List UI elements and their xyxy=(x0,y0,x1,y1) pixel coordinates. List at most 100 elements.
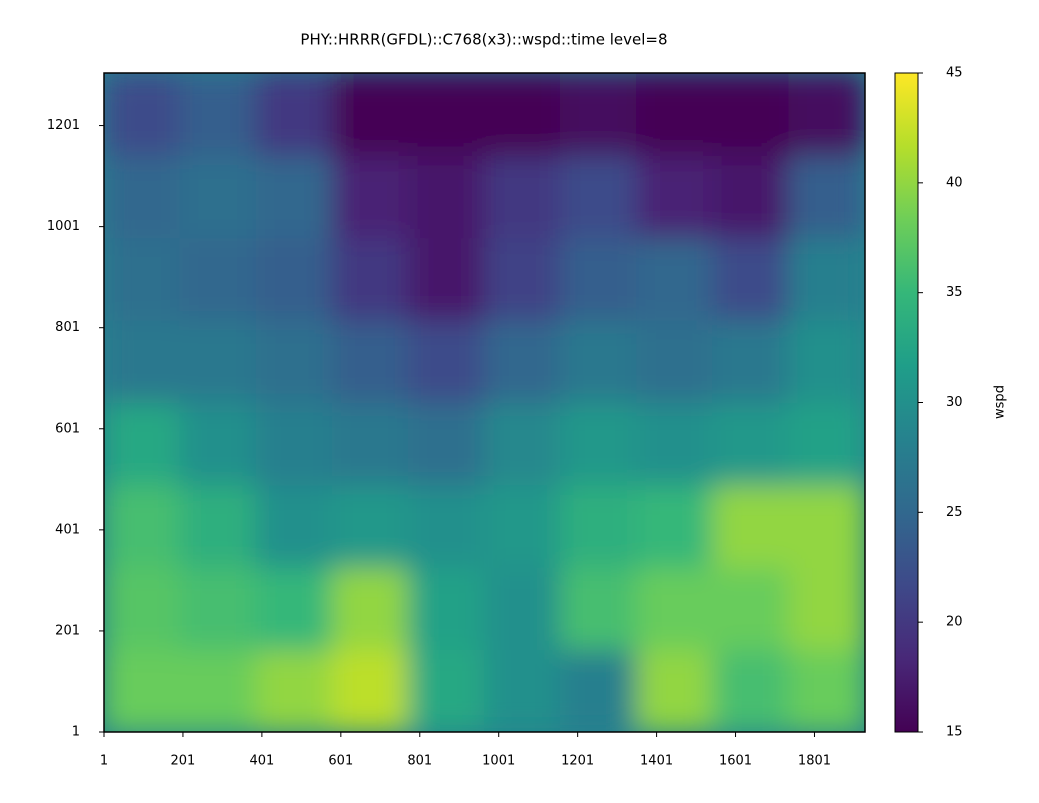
heatmap-cell xyxy=(179,402,257,486)
heatmap-cell xyxy=(636,566,714,651)
heatmap-cell xyxy=(331,566,409,651)
heatmap-cell xyxy=(484,237,562,321)
heatmap-cell xyxy=(788,649,865,732)
x-tick-label: 1801 xyxy=(798,754,831,769)
heatmap-cell xyxy=(331,73,409,156)
heatmap-cell xyxy=(331,484,409,568)
x-tick-label: 1601 xyxy=(719,754,752,769)
x-tick-label: 801 xyxy=(407,754,432,769)
colorbar-label: wspd xyxy=(993,385,1008,419)
plot-frame xyxy=(103,72,866,733)
x-tick-label: 1001 xyxy=(482,754,515,769)
heatmap-cell xyxy=(636,237,714,321)
y-tick-label: 1001 xyxy=(47,219,80,234)
colorbar-tick-label: 20 xyxy=(946,615,963,630)
heatmap-cell xyxy=(712,649,790,732)
heatmap-cell xyxy=(788,73,865,156)
heatmap-cell xyxy=(484,566,562,651)
chart-title: PHY::HRRR(GFDL)::C768(x3)::wspd::time le… xyxy=(300,31,667,49)
heatmap-cell xyxy=(407,402,485,486)
y-tick-label: 801 xyxy=(55,320,80,335)
x-tick-label: 1201 xyxy=(561,754,594,769)
heatmap-cell xyxy=(788,566,865,651)
heatmap-cell xyxy=(712,566,790,651)
heatmap-cell xyxy=(636,73,714,156)
heatmap-cell xyxy=(255,484,333,568)
heatmap-cell xyxy=(560,154,638,239)
heatmap-cell xyxy=(712,237,790,321)
heatmap-cell xyxy=(484,402,562,486)
heatmap-cell xyxy=(104,402,181,486)
x-tick-label: 401 xyxy=(249,754,274,769)
y-tick-label: 1201 xyxy=(47,118,80,133)
heatmap-cell xyxy=(560,566,638,651)
colorbar-tick-label: 30 xyxy=(946,395,963,410)
heatmap-cell xyxy=(788,154,865,239)
x-tick-label: 201 xyxy=(171,754,196,769)
heatmap-cell xyxy=(712,402,790,486)
heatmap-cell xyxy=(104,319,181,403)
y-tick-label: 201 xyxy=(55,623,80,638)
colorbar xyxy=(894,72,919,733)
heatmap-cell xyxy=(788,402,865,486)
heatmap-cell xyxy=(331,402,409,486)
heatmap-cell xyxy=(179,319,257,403)
heatmap-cell xyxy=(560,237,638,321)
heatmap-cell xyxy=(179,237,257,321)
heatmap-cell xyxy=(560,649,638,732)
heatmap-cell xyxy=(484,154,562,239)
heatmap-cell xyxy=(104,73,181,156)
heatmap-cell xyxy=(560,319,638,403)
heatmap-cell xyxy=(560,402,638,486)
colorbar-tick-label: 25 xyxy=(946,505,963,520)
heatmap-cell xyxy=(636,154,714,239)
heatmap-cell xyxy=(636,402,714,486)
colorbar-tick-label: 35 xyxy=(946,285,963,300)
heatmap-cell xyxy=(331,319,409,403)
heatmap-cell xyxy=(255,402,333,486)
heatmap-cell xyxy=(636,319,714,403)
heatmap-cell xyxy=(407,73,485,156)
heatmap-cell xyxy=(104,237,181,321)
heatmap-cell xyxy=(484,484,562,568)
heatmap-cell xyxy=(712,484,790,568)
heatmap-cell xyxy=(484,319,562,403)
heatmap-cell xyxy=(560,484,638,568)
heatmap-cell xyxy=(331,237,409,321)
heatmap-cell xyxy=(407,566,485,651)
heatmap-cell xyxy=(712,154,790,239)
heatmap-cell xyxy=(560,73,638,156)
heatmap-cell xyxy=(255,319,333,403)
heatmap-cell xyxy=(407,154,485,239)
heatmap-cell xyxy=(104,566,181,651)
heatmap-cell xyxy=(484,73,562,156)
heatmap-cell xyxy=(179,154,257,239)
heatmap-cell xyxy=(255,649,333,732)
heatmap-cell xyxy=(331,649,409,732)
heatmap-cell xyxy=(407,484,485,568)
heatmap-cell xyxy=(255,237,333,321)
heatmap-cell xyxy=(636,649,714,732)
y-tick-label: 401 xyxy=(55,522,80,537)
colorbar-tick-label: 15 xyxy=(946,725,963,740)
heatmap-cell xyxy=(179,484,257,568)
heatmap-cell xyxy=(179,566,257,651)
heatmap-cell xyxy=(407,649,485,732)
heatmap-cell xyxy=(407,237,485,321)
heatmap-cell xyxy=(255,73,333,156)
heatmap-clip xyxy=(104,73,865,732)
heatmap-cell xyxy=(788,484,865,568)
heatmap-cell xyxy=(179,73,257,156)
heatmap xyxy=(104,73,865,732)
y-tick-label: 1 xyxy=(72,725,80,740)
x-tick-label: 1 xyxy=(100,754,108,769)
heatmap-cell xyxy=(712,319,790,403)
y-tick-label: 601 xyxy=(55,421,80,436)
heatmap-cell xyxy=(255,154,333,239)
heatmap-cell xyxy=(331,154,409,239)
heatmap-cell xyxy=(179,649,257,732)
heatmap-cell xyxy=(104,484,181,568)
x-tick-label: 1401 xyxy=(640,754,673,769)
heatmap-cell xyxy=(484,649,562,732)
